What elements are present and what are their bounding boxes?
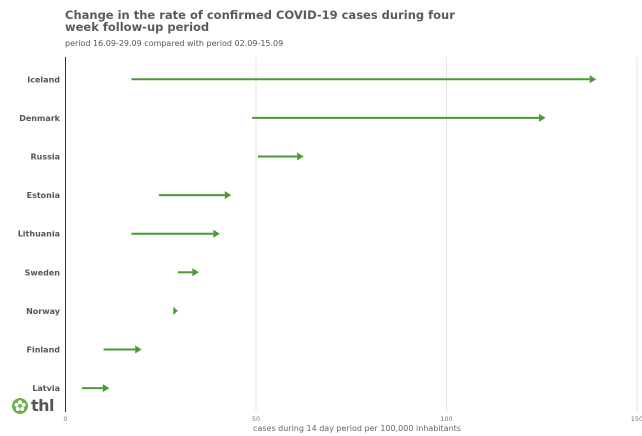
arrow-head [135, 345, 142, 354]
x-tick-label: 0 [63, 415, 67, 423]
flower-icon [12, 397, 28, 414]
category-label: Iceland [27, 75, 60, 84]
chart-subtitle: period 16.09-29.09 compared with period … [65, 39, 284, 48]
category-label: Denmark [19, 114, 60, 123]
arrow-head [192, 268, 199, 277]
category-label: Russia [30, 153, 60, 162]
category-label: Norway [26, 307, 61, 316]
arrow-head [173, 306, 178, 315]
grid-layer [255, 57, 638, 412]
logo-text: thl [31, 396, 55, 415]
arrow-head [224, 191, 232, 200]
arrow-layer [81, 75, 597, 393]
category-label: Finland [27, 346, 61, 355]
category-label: Sweden [25, 268, 61, 277]
arrow-head [213, 229, 220, 238]
arrow-head [539, 113, 546, 122]
arrow-head [297, 152, 304, 161]
x-tick-layer: 0 50 100 150 [63, 415, 642, 423]
x-tick-label: 100 [440, 415, 452, 423]
thl-logo: thl [12, 396, 55, 415]
category-label-layer: Iceland Denmark Russia Estonia Lithuania Swed… [18, 75, 61, 393]
category-label: Lithuania [18, 230, 60, 239]
arrow-head [589, 75, 597, 84]
x-axis-title: cases during 14 day period per 100,000 i… [253, 424, 461, 433]
category-label: Latvia [32, 384, 60, 393]
category-label: Estonia [27, 191, 60, 200]
x-tick-label: 50 [252, 415, 260, 423]
arrow-head [102, 384, 110, 393]
x-tick-label: 150 [631, 415, 642, 423]
chart-title: Change in the rate of confirmed COVID-19… [65, 8, 455, 34]
